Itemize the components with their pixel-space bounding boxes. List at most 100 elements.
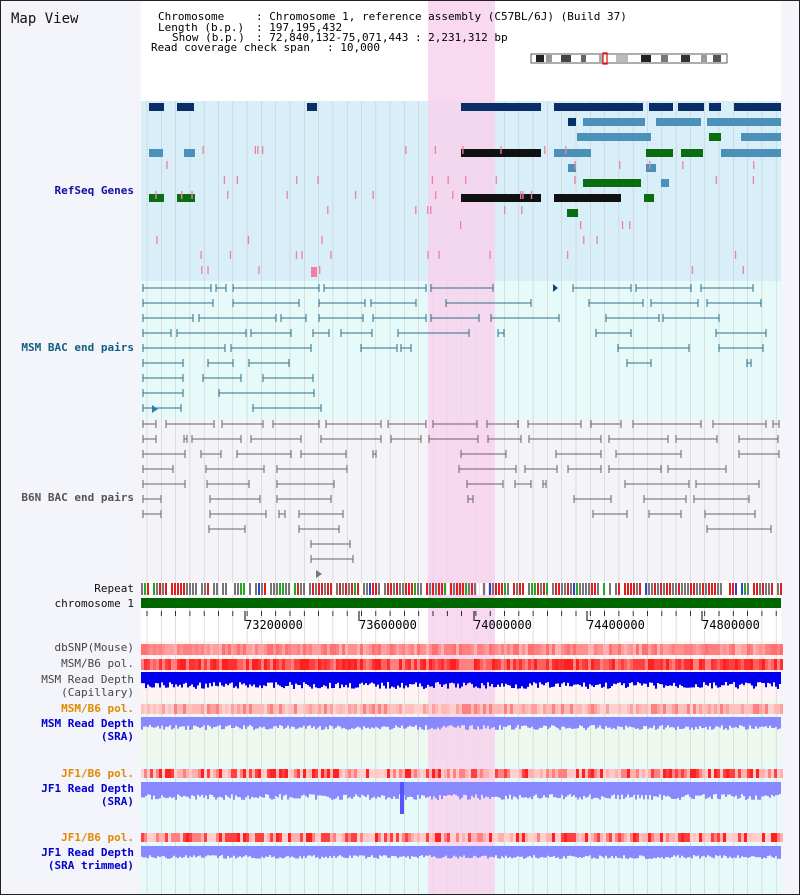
pol-cell [555, 659, 558, 670]
track-label-jf1-depth-sra[interactable]: JF1 Read Depth (SRA) [41, 782, 134, 808]
pol-cell [366, 704, 369, 714]
pol-cell [270, 833, 273, 842]
depth-bar [759, 717, 761, 728]
track-label-msm-depth-capillary[interactable]: MSM Read Depth (Capillary) [41, 673, 134, 699]
track-label-repeat[interactable]: Repeat [94, 582, 134, 595]
depth-bar [429, 846, 431, 856]
depth-bar [213, 672, 215, 683]
pol-cell [690, 769, 693, 778]
dbsnp-cell [447, 644, 450, 655]
depth-bar [291, 717, 293, 727]
depth-bar [635, 672, 637, 686]
dbsnp-cell [207, 644, 210, 655]
depth-bar [763, 782, 765, 797]
depth-bar [463, 717, 465, 726]
pol-cell [495, 659, 498, 670]
pol-cell [642, 833, 645, 842]
depth-bar [769, 672, 771, 684]
depth-bar [265, 782, 267, 795]
depth-bar [765, 672, 767, 688]
depth-bar [377, 717, 379, 728]
depth-bar [179, 846, 181, 857]
pol-cell [726, 769, 729, 778]
pol-cell [465, 704, 468, 714]
depth-bar [237, 672, 239, 689]
track-label-msm-depth-sra[interactable]: MSM Read Depth (SRA) [41, 717, 134, 743]
depth-bar [449, 717, 451, 726]
track-label-b6n-bac[interactable]: B6N BAC end pairs [21, 491, 134, 504]
pol-cell [285, 659, 288, 670]
dbsnp-cell [672, 644, 675, 655]
repeat-element [525, 583, 527, 595]
track-label-chromosome[interactable]: chromosome 1 [54, 597, 134, 610]
pol-cell [183, 704, 186, 714]
track-label-msm-b6-pol[interactable]: MSM/B6 pol. [61, 657, 134, 670]
depth-bar [441, 782, 443, 800]
depth-bar [691, 672, 693, 688]
pol-cell [411, 769, 414, 778]
repeat-element [258, 583, 260, 595]
depth-bar [689, 846, 691, 858]
track-label-refseq[interactable]: RefSeq Genes [54, 184, 134, 197]
depth-bar [249, 672, 251, 685]
depth-bar [459, 717, 461, 728]
depth-bar [207, 846, 209, 856]
pol-cell [693, 704, 696, 714]
track-label-jf1-pol[interactable]: JF1/B6 pol. [61, 767, 134, 780]
dbsnp-cell [465, 644, 468, 655]
repeat-element [600, 583, 602, 595]
depth-bar [367, 846, 369, 858]
depth-bar [445, 717, 447, 728]
depth-bar [475, 717, 477, 730]
pol-cell [717, 704, 720, 714]
pol-cell [345, 833, 348, 842]
depth-bar [647, 672, 649, 687]
pol-cell [411, 659, 414, 670]
depth-bar [513, 717, 515, 730]
pol-cell [732, 833, 735, 842]
dbsnp-cell [768, 644, 771, 655]
depth-bar [447, 782, 449, 795]
depth-bar [419, 782, 421, 799]
depth-bar [485, 846, 487, 856]
repeat-element [333, 583, 335, 595]
depth-bar [739, 717, 741, 726]
track-label-msm-b6-pol-2[interactable]: MSM/B6 pol. [61, 702, 134, 715]
track-label-jf1-pol-2[interactable]: JF1/B6 pol. [61, 831, 134, 844]
depth-bar [473, 672, 475, 688]
depth-bar [511, 672, 513, 689]
depth-bar [147, 717, 149, 728]
pol-cell [501, 769, 504, 778]
depth-bar [391, 672, 393, 687]
pol-cell [168, 659, 171, 670]
track-label-jf1-depth-trimmed[interactable]: JF1 Read Depth (SRA trimmed) [41, 846, 134, 872]
depth-bar [623, 672, 625, 684]
repeat-element [501, 583, 503, 595]
depth-bar [709, 846, 711, 857]
pol-cell [759, 704, 762, 714]
refseq-marker-tick [257, 146, 259, 154]
depth-bar [191, 717, 193, 730]
track-label-msm-bac[interactable]: MSM BAC end pairs [21, 341, 134, 354]
depth-bar [597, 717, 599, 728]
repeat-element [594, 583, 596, 595]
depth-bar [337, 782, 339, 797]
depth-bar [169, 672, 171, 683]
repeat-element [732, 583, 734, 595]
depth-bar [371, 782, 373, 798]
depth-bar [425, 672, 427, 688]
pol-cell [318, 704, 321, 714]
refseq-marker-tick [522, 191, 524, 199]
pol-cell [675, 833, 678, 842]
repeat-element [666, 583, 668, 595]
pol-cell [762, 769, 765, 778]
depth-bar [449, 782, 451, 796]
depth-bar [227, 846, 229, 856]
depth-bar [413, 672, 415, 685]
track-label-dbsnp[interactable]: dbSNP(Mouse) [54, 641, 134, 654]
pol-cell [642, 704, 645, 714]
depth-bar [573, 672, 575, 685]
depth-bar [177, 782, 179, 795]
depth-bar [317, 846, 319, 858]
